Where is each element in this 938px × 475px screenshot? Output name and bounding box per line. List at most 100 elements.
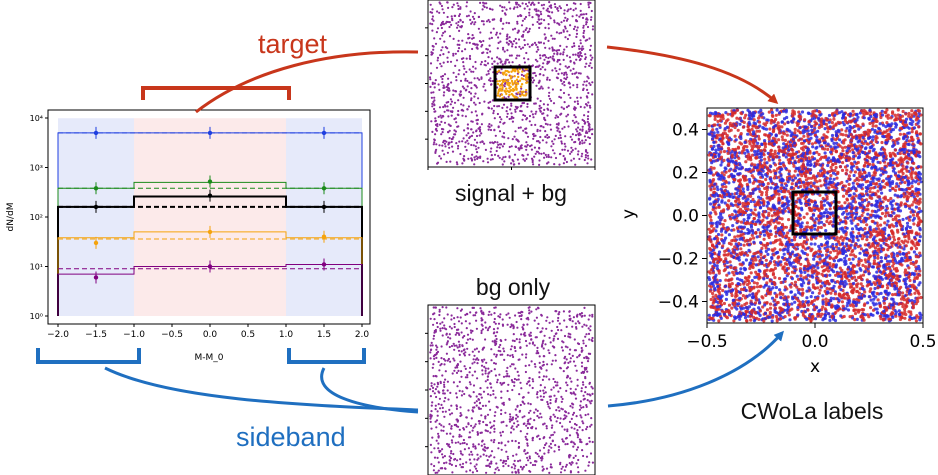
bg-point	[452, 52, 455, 55]
bg-point	[539, 395, 542, 398]
bg-point	[528, 376, 531, 380]
bg-point	[480, 329, 483, 332]
bg-point	[559, 7, 563, 10]
bg-point	[493, 420, 496, 423]
bg-point	[444, 410, 447, 413]
bg-point	[467, 14, 470, 17]
labeled-point	[739, 220, 744, 224]
labeled-point	[753, 275, 757, 279]
bg-point	[493, 60, 496, 63]
bg-point	[559, 471, 563, 474]
bg-point	[439, 322, 442, 325]
bg-point	[444, 396, 447, 400]
bg-point	[562, 440, 565, 443]
labeled-point	[826, 210, 830, 215]
labeled-point	[758, 309, 763, 313]
bg-point	[446, 151, 449, 154]
bg-point	[496, 378, 499, 381]
bg-point	[511, 43, 514, 46]
bg-point	[458, 43, 461, 47]
bg-point	[591, 440, 594, 444]
bg-point	[561, 82, 564, 85]
bg-point	[584, 121, 587, 124]
bg-point	[521, 68, 524, 71]
bg-point	[524, 370, 528, 374]
bg-point	[431, 29, 434, 32]
labeled-point	[840, 110, 844, 114]
bg-point	[591, 313, 594, 316]
bg-point	[452, 106, 455, 109]
bg-point	[572, 84, 575, 87]
bg-point	[437, 432, 440, 435]
bg-point	[468, 458, 471, 461]
bg-point	[584, 386, 587, 389]
bg-point	[434, 123, 438, 126]
bg-point	[473, 354, 476, 357]
labeled-point	[796, 154, 801, 159]
bg-point	[551, 57, 554, 60]
bg-point	[462, 61, 465, 64]
bg-point	[467, 157, 470, 160]
bg-point	[562, 370, 565, 373]
bg-point	[433, 456, 437, 459]
bg-point	[519, 465, 523, 468]
sideband-bracket-right	[287, 348, 366, 364]
bg-point	[517, 38, 521, 41]
bg-point	[569, 405, 572, 408]
bg-point	[583, 114, 586, 117]
labeled-point	[709, 211, 713, 215]
bg-point	[531, 113, 535, 116]
bg-point	[520, 87, 523, 90]
labeled-point	[827, 113, 832, 118]
labeled-point	[709, 170, 713, 174]
labeled-point	[765, 308, 770, 312]
bg-point	[440, 75, 443, 78]
bg-point	[479, 156, 482, 159]
bg-point	[429, 348, 433, 352]
bg-point	[523, 43, 527, 47]
bg-point	[496, 466, 499, 469]
bg-point	[513, 339, 516, 343]
bg-point	[474, 103, 477, 106]
bg-point	[457, 109, 460, 113]
bg-point	[490, 386, 493, 389]
labeled-point	[719, 213, 723, 217]
bg-point	[556, 52, 559, 55]
y-tick-label: 10⁴	[30, 114, 43, 123]
bg-point	[546, 403, 550, 406]
bg-point	[471, 47, 474, 51]
bg-point	[575, 448, 579, 451]
labeled-point	[746, 207, 750, 211]
bg-point	[530, 110, 533, 113]
bg-point	[438, 123, 441, 126]
bg-point	[429, 11, 432, 14]
bg-point	[484, 367, 487, 370]
bg-point	[535, 10, 538, 13]
bg-point	[562, 154, 565, 158]
bg-point	[536, 46, 539, 49]
bg-point	[515, 425, 518, 428]
bg-point	[584, 335, 587, 338]
bg-point	[543, 436, 546, 439]
bg-point	[577, 55, 581, 59]
labeled-point	[711, 178, 716, 182]
bg-point	[549, 56, 552, 59]
bg-point	[587, 464, 590, 467]
labeled-point	[760, 193, 764, 197]
bg-point	[548, 47, 551, 50]
labeled-point	[764, 249, 768, 253]
bg-point	[524, 131, 527, 134]
labeled-point	[879, 173, 883, 177]
bg-point	[525, 51, 528, 55]
bg-point	[465, 386, 468, 389]
bg-point	[447, 115, 450, 118]
bg-point	[484, 148, 487, 151]
bg-point	[448, 455, 451, 458]
bg-point	[480, 396, 483, 399]
bg-point	[570, 138, 574, 141]
labeled-point	[817, 291, 821, 295]
bg-point	[512, 40, 516, 43]
bg-point	[433, 103, 436, 106]
bg-point	[480, 364, 484, 367]
bg-point	[554, 380, 557, 383]
